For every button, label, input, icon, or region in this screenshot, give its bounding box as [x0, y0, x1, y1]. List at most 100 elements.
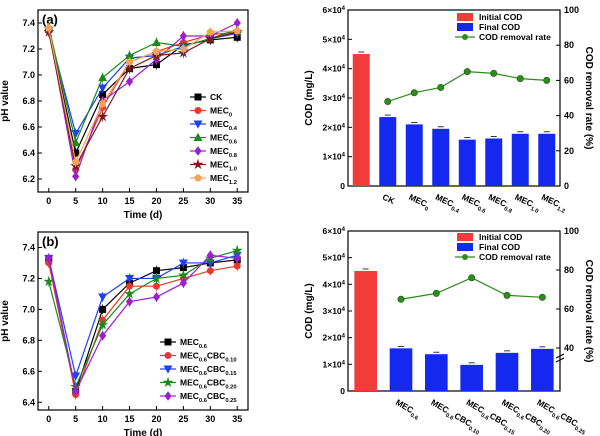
y-tick-label: 6.4: [22, 397, 35, 407]
cod-chart-bottom: 01×1042×1043×1044×1045×1046×104406080100…: [304, 226, 594, 436]
data-point: [233, 253, 241, 264]
y-tick-label: 6.8: [22, 335, 35, 345]
legend-marker: [162, 376, 174, 388]
data-point: [204, 32, 216, 44]
tick-exponent: 4: [342, 360, 346, 366]
legend-label: MEC0.8: [210, 146, 238, 159]
legend-marker: [194, 107, 202, 114]
bar: [354, 271, 377, 391]
legend-marker: [194, 93, 202, 101]
y2-tick-label: 80: [564, 265, 574, 275]
subscript: 0.25: [225, 398, 237, 404]
y-tick-label: 7.2: [22, 44, 35, 54]
tick-exponent: 4: [342, 123, 346, 129]
ph-chart-b: 0 5 10 15 20 25 30 35 6.4 6.6 6.8 7.0 7.2 7.4 Time (d)…: [0, 231, 249, 436]
legend-marker: [164, 391, 172, 401]
legend-label: CK: [210, 92, 223, 102]
removal-rate-point: [432, 289, 440, 297]
subscript: 0.4: [450, 206, 461, 215]
data-point: [71, 137, 81, 147]
subscript: 0.6: [229, 140, 237, 146]
data-point: [179, 278, 188, 288]
data-point: [98, 84, 108, 93]
removal-rate-point: [503, 291, 511, 299]
legend-marker: [462, 254, 468, 260]
subscript: 1.2: [556, 206, 566, 215]
subscript: 0.6: [515, 413, 525, 422]
tick-mantissa: 6×10: [323, 226, 342, 236]
subscript: 1.0: [529, 206, 539, 215]
y-tick-label: 7.0: [22, 304, 35, 314]
data-point: [72, 171, 80, 182]
y2-tick-label: 60: [564, 304, 574, 314]
x-axis-label: Time (d): [124, 428, 163, 436]
x-tick-label: 25: [178, 414, 188, 424]
bar: [460, 364, 483, 391]
series-line: [48, 249, 238, 389]
data-point: [233, 18, 241, 28]
y2-tick-label: 0: [564, 181, 569, 191]
legend-label: Final COD: [479, 22, 520, 32]
panel-label: (b): [42, 234, 59, 249]
tick-exponent: 4: [342, 334, 346, 340]
bar: [352, 54, 370, 186]
data-point: [206, 250, 214, 260]
y-tick-label: 4×104: [323, 279, 346, 289]
series-6: [44, 23, 242, 168]
legend-label: MEC0.6CBC0.25: [180, 391, 237, 404]
x-tick-label: 0: [46, 414, 51, 424]
y-tick-label: 2×104: [323, 122, 346, 132]
series-line: [48, 254, 238, 379]
x-tick-label: 20: [151, 196, 161, 206]
legend-label: MEC1.2: [210, 173, 237, 186]
data-point: [179, 44, 188, 53]
legend-label: COD removal rate: [479, 32, 551, 42]
tick-mantissa: 2×10: [323, 333, 342, 343]
legend-label: Final COD: [479, 242, 520, 252]
legend-label: COD removal rate: [479, 252, 551, 262]
x-tick-label: 35: [232, 414, 242, 424]
bar: [485, 138, 503, 186]
y-tick-label: 6.4: [22, 148, 35, 158]
x-tick-label: 25: [178, 196, 188, 206]
subscript: 0.6: [199, 385, 207, 391]
y-axis-label: COD (mg/L): [304, 70, 315, 126]
series-line: [48, 28, 238, 165]
data-point: [98, 99, 107, 107]
y-tick-label: 7.4: [22, 242, 35, 252]
data-point: [45, 253, 53, 264]
x-tick-label: 10: [98, 196, 108, 206]
data-point: [44, 24, 53, 32]
tick-exponent: 4: [342, 227, 346, 233]
text-part: MEC: [210, 119, 229, 129]
data-point: [125, 296, 134, 307]
removal-rate-line: [387, 70, 547, 103]
y2-axis-label: COD removal rate (%): [583, 260, 594, 363]
series-line: [48, 254, 238, 394]
cod-chart-top: 01×1042×1043×1044×1045×1046×104020406080…: [304, 5, 594, 215]
x-tick-label: 5: [73, 414, 78, 424]
subscript: 0.25: [573, 426, 586, 436]
subscript: 0: [229, 113, 232, 119]
text-part: MEC: [210, 106, 229, 116]
tick-mantissa: 5×10: [323, 253, 342, 263]
tick-mantissa: 2×10: [323, 122, 342, 132]
data-point: [233, 262, 241, 270]
axis-break: [555, 357, 565, 363]
panel-label: (a): [42, 12, 58, 27]
data-point: [179, 31, 188, 41]
tick-mantissa: 1×10: [323, 152, 342, 162]
tick-mantissa: 3×10: [323, 306, 342, 316]
legend-marker: [194, 146, 202, 156]
bar: [389, 348, 413, 391]
y-tick-label: 2×104: [323, 333, 346, 343]
legend-marker: [193, 120, 203, 129]
tick-mantissa: 4×10: [323, 64, 342, 74]
y-tick-label: 1×104: [323, 359, 346, 369]
data-point: [152, 47, 161, 55]
subscript: 0.6: [409, 413, 419, 422]
tick-exponent: 4: [342, 35, 346, 41]
y2-tick-label: 20: [564, 146, 574, 156]
removal-rate-point: [538, 293, 546, 301]
